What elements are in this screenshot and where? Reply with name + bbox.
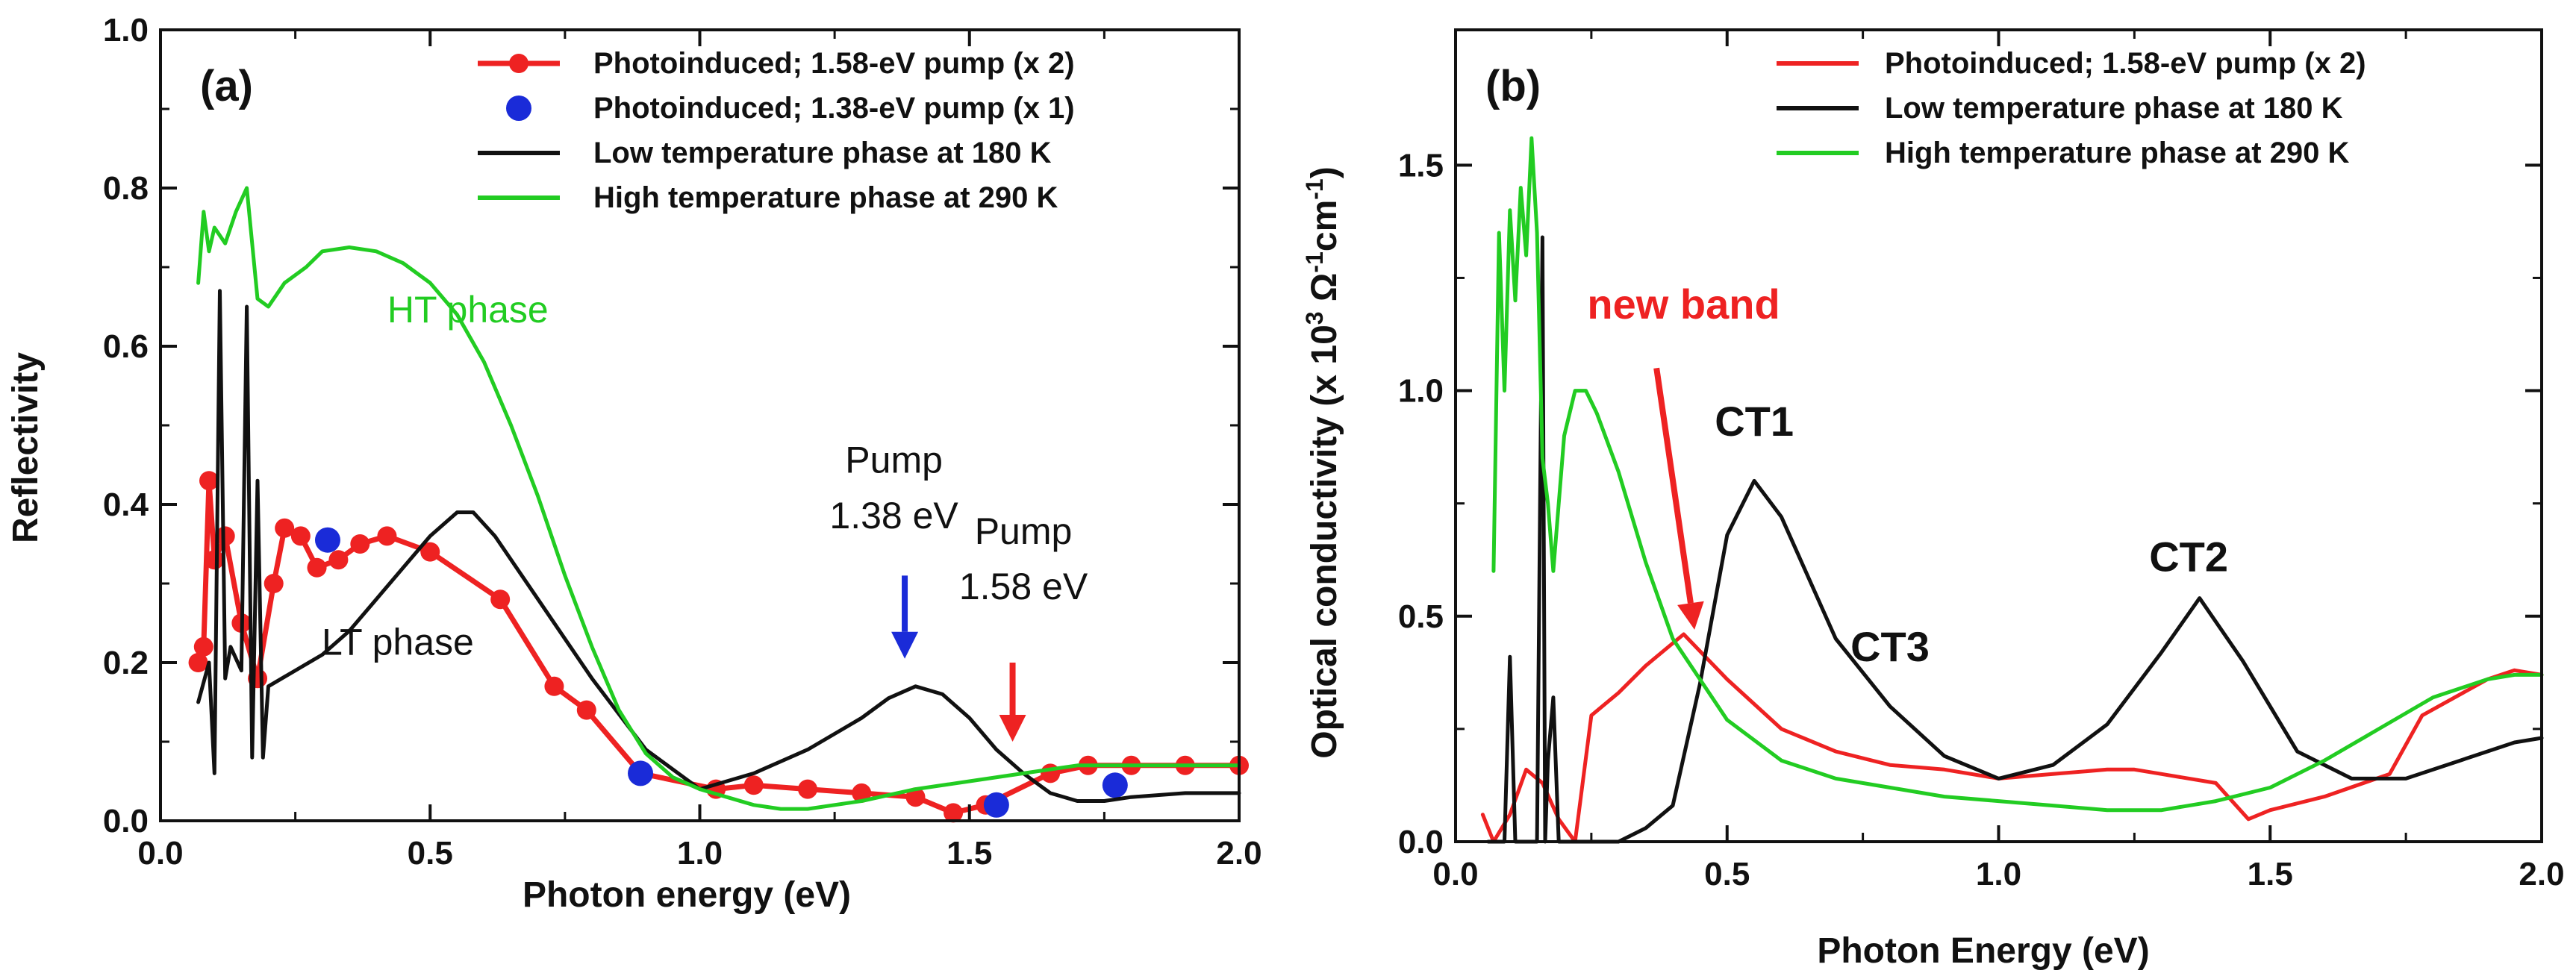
annotation-b-1: CT1 bbox=[1715, 398, 1794, 445]
y-axis-title-b-part: cm bbox=[1305, 200, 1344, 251]
y-tick-label-a: 0.8 bbox=[103, 170, 149, 207]
data-point-a-0 bbox=[420, 542, 440, 562]
pump-1.38-arrow-head bbox=[891, 631, 919, 659]
legend-swatch-marker-a-1 bbox=[506, 96, 531, 121]
panel-label-b: (b) bbox=[1485, 62, 1541, 110]
data-point-a-0 bbox=[199, 471, 219, 491]
legend-b: Photoinduced; 1.58-eV pump (x 2) Low temp… bbox=[1777, 47, 2366, 169]
x-tick-label-a: 2.0 bbox=[1216, 835, 1262, 872]
x-tick-label-b: 1.5 bbox=[2248, 856, 2293, 892]
data-point-a-0 bbox=[743, 775, 764, 795]
y-axis-title-b-sup: -1 bbox=[1301, 178, 1328, 199]
x-tick-label-b: 0.5 bbox=[1704, 856, 1750, 892]
data-point-a-0 bbox=[205, 550, 225, 570]
y-tick-label-b: 1.0 bbox=[1398, 373, 1444, 410]
legend-label-a-0: Photoinduced; 1.58-eV pump (x 2) bbox=[593, 47, 1075, 80]
data-point-a-0 bbox=[544, 676, 564, 696]
y-axis-title-b-part: Ω bbox=[1305, 273, 1344, 312]
y-tick-label-b: 0.5 bbox=[1398, 598, 1444, 635]
legend-label-a-3: High temperature phase at 290 K bbox=[593, 181, 1058, 214]
y-axis-title-a: Reflectivity bbox=[6, 352, 46, 543]
data-point-a-0 bbox=[193, 636, 213, 657]
y-tick-label-a: 0.4 bbox=[103, 487, 149, 523]
legend-label-a-2: Low temperature phase at 180 K bbox=[593, 137, 1052, 169]
legend-a: Photoinduced; 1.58-eV pump (x 2) Photoind… bbox=[478, 47, 1075, 214]
data-point-a-0 bbox=[328, 550, 349, 570]
y-axis-title-b-part: ) bbox=[1305, 166, 1344, 178]
data-point-a-1 bbox=[314, 527, 340, 553]
data-point-a-0 bbox=[576, 700, 596, 720]
legend-swatch-marker-a-0 bbox=[509, 54, 528, 73]
series-line-b-2 bbox=[1491, 136, 2544, 813]
data-point-a-0 bbox=[275, 518, 295, 538]
x-tick-label-a: 0.0 bbox=[137, 835, 183, 872]
data-point-a-1 bbox=[983, 792, 1009, 818]
y-tick-label-b: 1.5 bbox=[1398, 147, 1444, 184]
y-tick-label-b: 0.0 bbox=[1398, 824, 1444, 860]
x-tick-label-a: 1.5 bbox=[946, 835, 992, 872]
data-point-a-0 bbox=[263, 574, 284, 593]
data-point-a-0 bbox=[290, 526, 311, 546]
x-axis-title-b: Photon Energy (eV) bbox=[1817, 931, 2149, 971]
y-tick-label-a: 0.0 bbox=[103, 803, 149, 839]
series-line-a-2 bbox=[196, 289, 1241, 803]
data-point-a-1 bbox=[1102, 772, 1128, 798]
panel-label-a: (a) bbox=[200, 62, 253, 110]
data-point-a-0 bbox=[905, 787, 926, 807]
data-point-a-0 bbox=[490, 589, 511, 610]
data-point-a-0 bbox=[188, 653, 208, 672]
data-point-a-0 bbox=[307, 557, 327, 578]
legend-label-b-2: High temperature phase at 290 K bbox=[1885, 137, 2350, 169]
annotation-a-1: LT phase bbox=[322, 621, 474, 663]
y-axis-title-b: Optical conductivity (x 103 Ω-1cm-1) bbox=[1301, 166, 1344, 758]
legend-label-b-1: Low temperature phase at 180 K bbox=[1885, 92, 2343, 125]
x-tick-label-a: 0.5 bbox=[408, 835, 453, 872]
y-tick-label-a: 0.6 bbox=[103, 328, 149, 365]
chart-panel-b: (b) Photon Energy (eV) Optical conductiv… bbox=[1301, 28, 2565, 971]
data-point-a-0 bbox=[798, 779, 817, 799]
data-point-a-0 bbox=[377, 526, 397, 546]
legend-label-b-0: Photoinduced; 1.58-eV pump (x 2) bbox=[1885, 47, 2366, 80]
annotation-a-2: Pump bbox=[845, 439, 943, 481]
y-tick-label-a: 1.0 bbox=[103, 12, 149, 49]
legend-label-a-1: Photoinduced; 1.38-eV pump (x 1) bbox=[593, 92, 1075, 125]
x-tick-label-b: 1.0 bbox=[1976, 856, 2021, 892]
annotation-a-4: Pump bbox=[975, 510, 1073, 552]
data-point-a-0 bbox=[215, 526, 235, 546]
data-point-a-0 bbox=[852, 783, 872, 803]
annotation-a-0: HT phase bbox=[387, 289, 549, 331]
annotation-b-3: CT2 bbox=[2149, 533, 2228, 580]
x-axis-title-a: Photon energy (eV) bbox=[523, 875, 851, 915]
data-point-a-0 bbox=[350, 534, 370, 554]
x-tick-label-b: 0.0 bbox=[1432, 856, 1478, 892]
y-axis-title-b-sup: 3 bbox=[1301, 311, 1328, 325]
new-band-arrow-head bbox=[1677, 601, 1704, 630]
series-line-b-1 bbox=[1486, 235, 2544, 844]
x-tick-label-a: 1.0 bbox=[677, 835, 723, 872]
annotation-b-0: new band bbox=[1587, 281, 1780, 328]
y-axis-title-b-sup: -1 bbox=[1301, 251, 1328, 272]
series-line-a-3 bbox=[196, 186, 1241, 811]
series-group-a bbox=[188, 186, 1249, 823]
y-axis-title-b-part: Optical conductivity (x 10 bbox=[1305, 325, 1344, 758]
annotation-a-5: 1.58 eV bbox=[959, 566, 1088, 607]
annotation-a-3: 1.38 eV bbox=[829, 495, 958, 537]
series-group-b bbox=[1480, 136, 2544, 844]
annotation-b-2: CT3 bbox=[1850, 623, 1930, 670]
data-point-a-1 bbox=[628, 760, 654, 786]
x-tick-label-b: 2.0 bbox=[2519, 856, 2564, 892]
new-band-arrow-shaft bbox=[1653, 367, 1694, 604]
data-point-a-0 bbox=[944, 803, 964, 823]
pump-1.58-arrow-head bbox=[999, 715, 1026, 742]
chart-panel-a: (a) Photon energy (eV) Reflectivity 0.0 0… bbox=[6, 12, 1262, 915]
y-tick-label-a: 0.2 bbox=[103, 645, 149, 681]
